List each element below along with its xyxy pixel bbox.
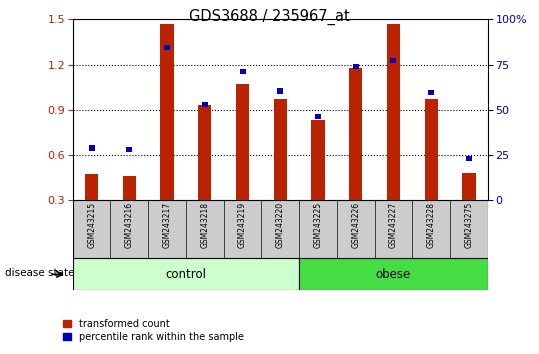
Bar (353, 64, 359, 69)
Bar (466, 156, 472, 161)
Text: GSM243217: GSM243217 (163, 202, 171, 248)
Bar (126, 147, 133, 152)
Text: GSM243225: GSM243225 (314, 202, 322, 248)
Bar (462, 173, 475, 200)
Bar (428, 90, 434, 95)
Text: GSM243220: GSM243220 (276, 202, 285, 248)
Bar (312, 120, 324, 200)
Bar (73, 258, 299, 290)
Bar (198, 105, 211, 200)
Text: disease state: disease state (5, 268, 75, 278)
Bar (274, 99, 287, 200)
Text: GSM243216: GSM243216 (125, 202, 134, 248)
Bar (236, 84, 249, 200)
Bar (88, 145, 95, 151)
Text: GSM243227: GSM243227 (389, 202, 398, 248)
Bar (277, 88, 284, 93)
Legend: transformed count, percentile rank within the sample: transformed count, percentile rank withi… (59, 315, 248, 346)
Bar (123, 176, 136, 200)
Bar (425, 99, 438, 200)
Bar (161, 24, 174, 200)
Text: GSM243218: GSM243218 (201, 202, 209, 248)
Bar (315, 114, 321, 119)
Bar (164, 45, 170, 50)
Text: GSM243219: GSM243219 (238, 202, 247, 248)
Text: GSM243275: GSM243275 (465, 202, 473, 248)
Text: obese: obese (376, 268, 411, 281)
Text: GDS3688 / 235967_at: GDS3688 / 235967_at (189, 9, 350, 25)
Bar (349, 68, 362, 200)
Text: GSM243215: GSM243215 (87, 202, 96, 248)
Bar (390, 58, 397, 63)
Text: GSM243228: GSM243228 (427, 202, 436, 248)
Text: control: control (165, 268, 206, 281)
Bar (239, 69, 246, 74)
Bar (85, 175, 98, 200)
Bar (202, 102, 208, 107)
Text: GSM243226: GSM243226 (351, 202, 360, 248)
Bar (387, 24, 400, 200)
Bar (299, 258, 488, 290)
